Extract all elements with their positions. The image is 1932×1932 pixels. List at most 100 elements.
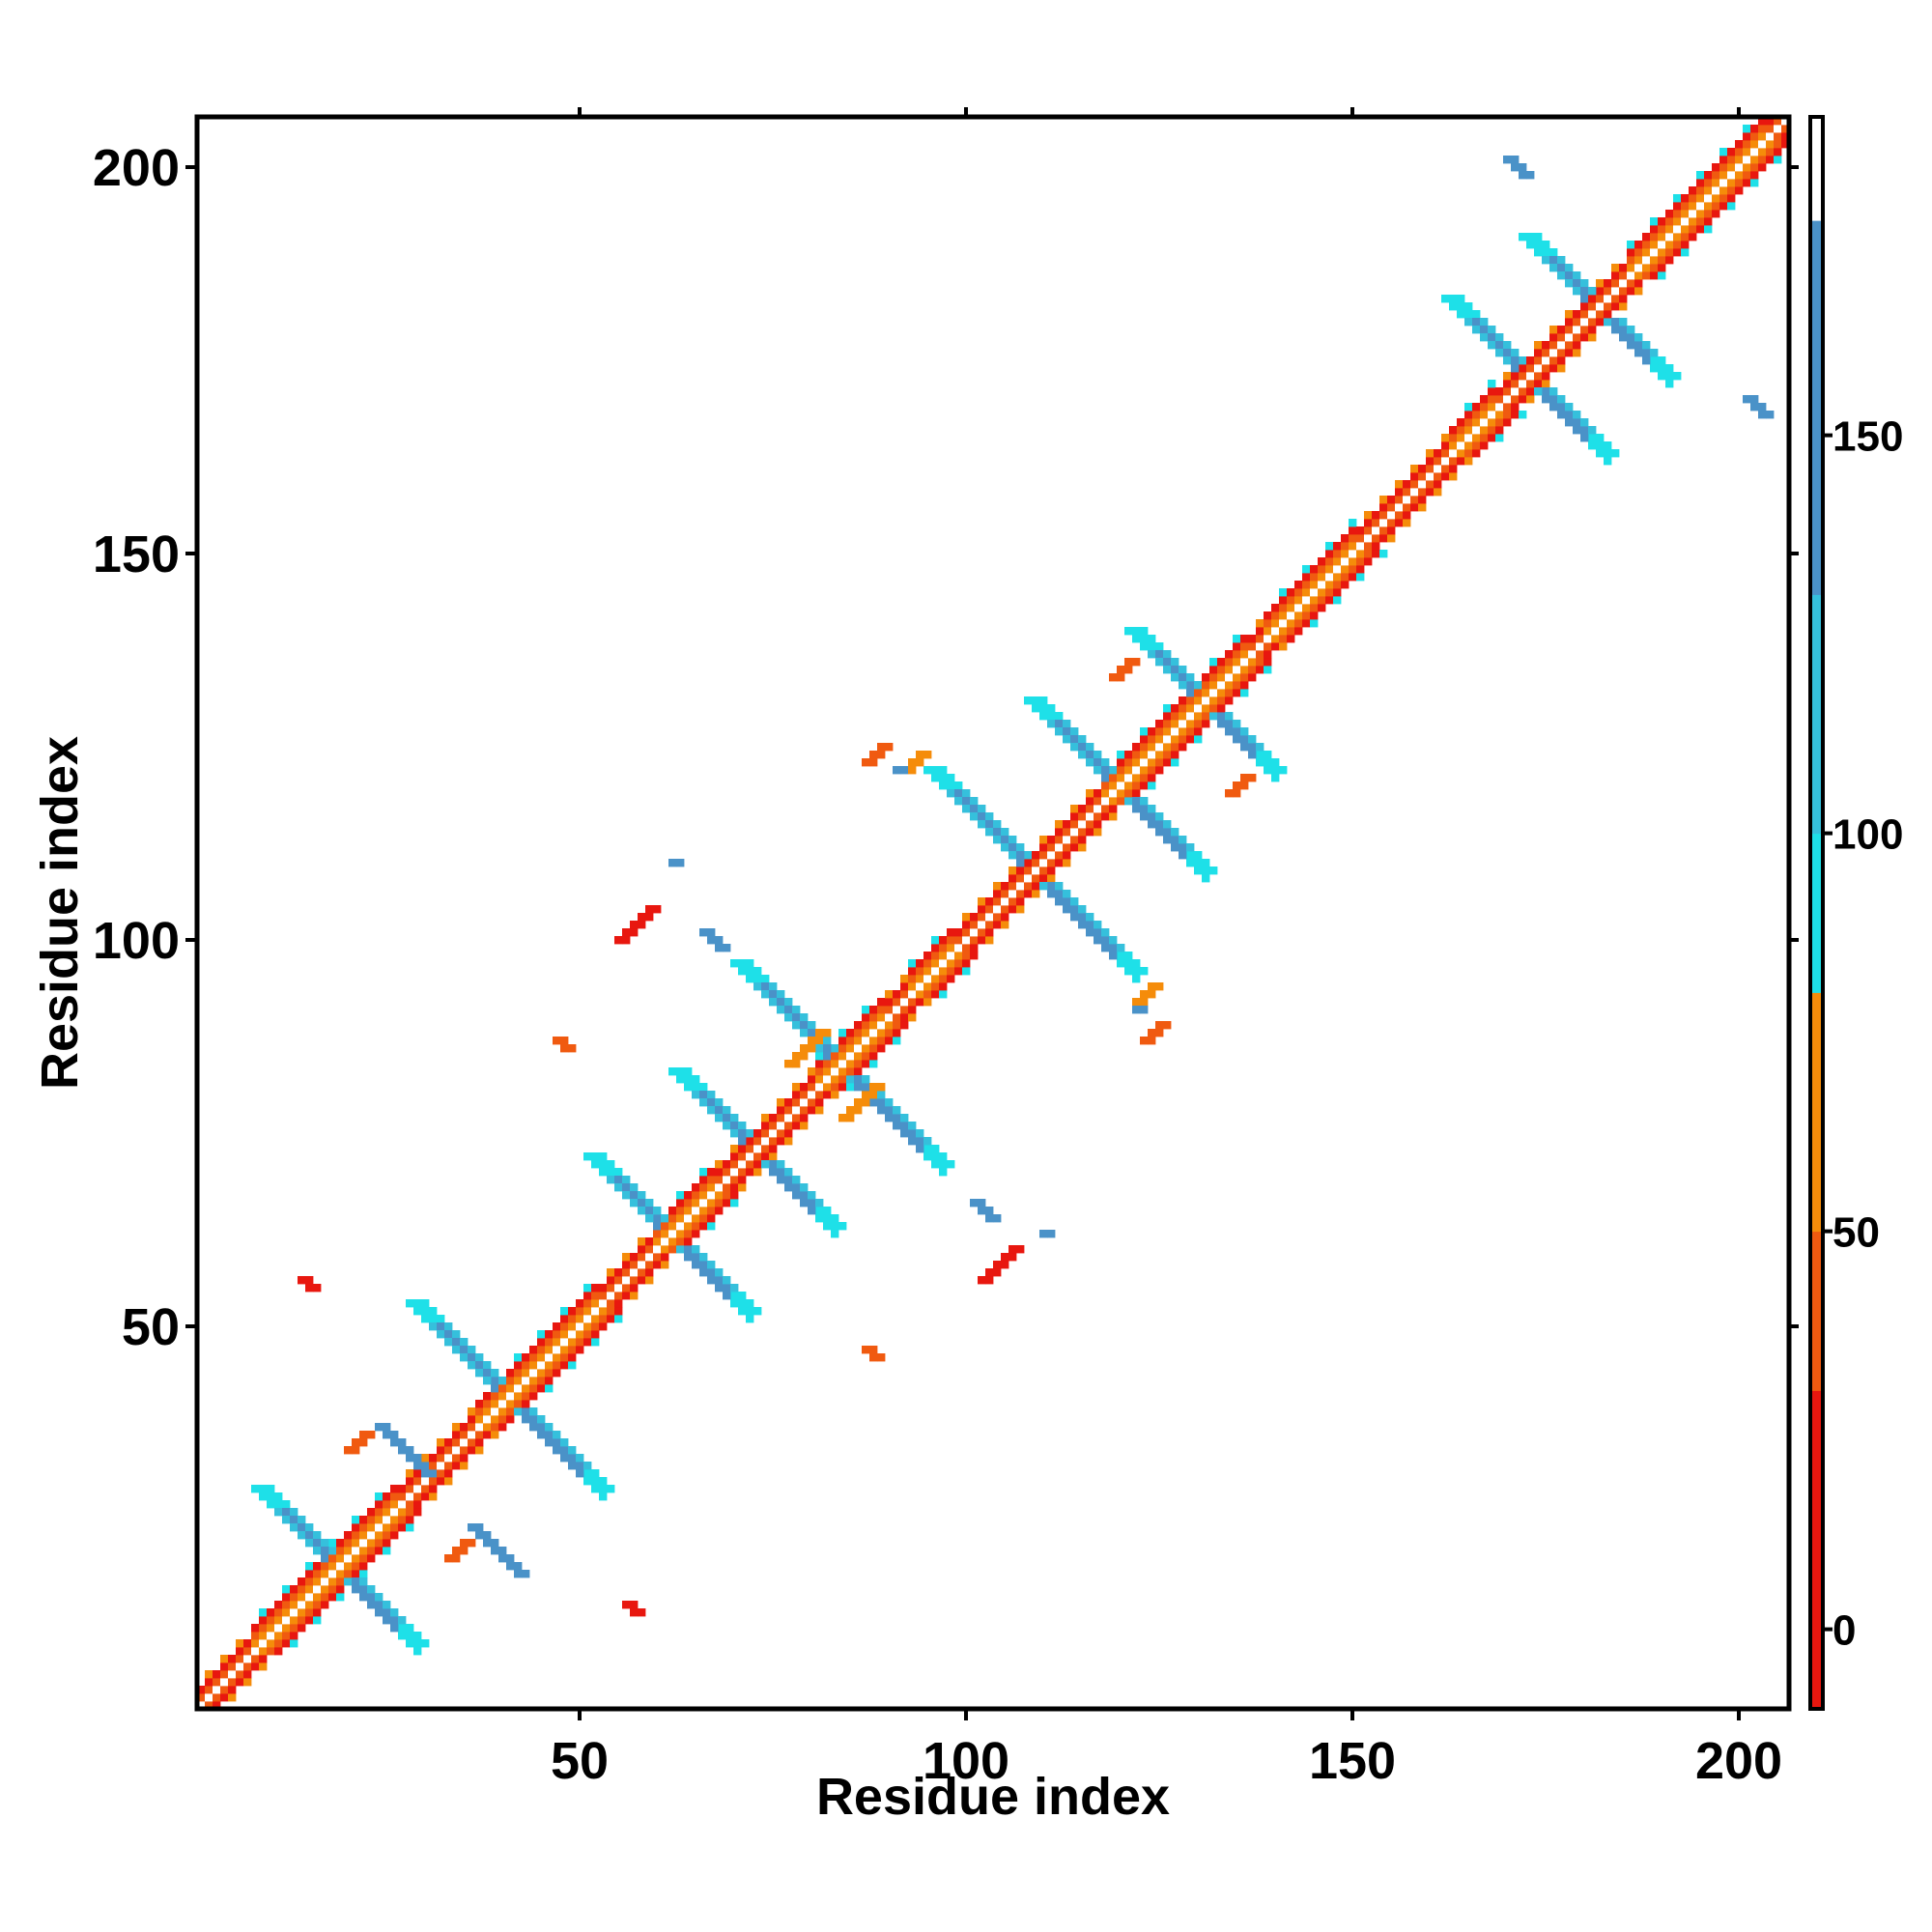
contact-cell bbox=[746, 967, 754, 976]
contact-cell bbox=[1596, 449, 1605, 458]
contact-cell bbox=[228, 1662, 237, 1671]
contact-cell bbox=[1426, 480, 1435, 489]
contact-cell bbox=[321, 1593, 329, 1602]
contact-cell bbox=[1534, 248, 1543, 257]
contact-cell bbox=[1364, 550, 1373, 558]
contact-cell bbox=[259, 1492, 268, 1501]
contact-cell bbox=[869, 1006, 878, 1014]
contact-cell bbox=[413, 1485, 422, 1493]
contact-cell bbox=[406, 1516, 414, 1524]
contact-cell bbox=[1596, 310, 1605, 319]
contact-cell bbox=[1410, 465, 1419, 473]
contact-cell bbox=[259, 1624, 268, 1633]
contact-cell bbox=[614, 1183, 623, 1192]
contact-cell bbox=[792, 1021, 801, 1030]
contact-cell bbox=[1480, 333, 1489, 342]
contact-cell bbox=[1287, 627, 1295, 636]
contact-cell bbox=[267, 1639, 275, 1648]
contact-cell bbox=[1588, 310, 1597, 319]
contact-cell bbox=[1086, 758, 1094, 767]
contact-cell bbox=[390, 1438, 399, 1447]
contact-cell bbox=[1611, 295, 1620, 303]
contact-cell bbox=[359, 1516, 368, 1524]
contact-cell bbox=[931, 936, 940, 945]
contact-cell bbox=[622, 1253, 631, 1262]
contact-cell bbox=[298, 1624, 306, 1633]
contact-cell bbox=[723, 1191, 731, 1200]
contact-cell bbox=[823, 1075, 832, 1084]
contact-cell bbox=[599, 1322, 608, 1331]
contact-cell bbox=[1094, 789, 1102, 798]
contact-cell bbox=[313, 1547, 322, 1555]
contact-cell bbox=[1395, 480, 1404, 489]
contact-cell bbox=[1032, 867, 1040, 875]
contact-cell bbox=[553, 1369, 561, 1378]
contact-cell bbox=[638, 1191, 646, 1200]
contact-cell bbox=[1101, 944, 1110, 952]
contact-cell bbox=[1009, 851, 1017, 860]
contact-cell bbox=[854, 1067, 863, 1076]
contact-cell bbox=[545, 1431, 554, 1439]
contact-cell bbox=[854, 1037, 863, 1045]
contact-cell bbox=[437, 1315, 445, 1323]
contact-cell bbox=[1163, 704, 1172, 713]
contact-cell bbox=[1542, 372, 1550, 381]
contact-cell bbox=[808, 1083, 816, 1092]
contact-cell bbox=[352, 1438, 360, 1447]
contact-cell bbox=[1434, 465, 1442, 473]
contact-cell bbox=[1078, 836, 1087, 844]
contact-cell bbox=[1349, 542, 1357, 551]
contact-cell bbox=[1294, 604, 1303, 612]
contact-cell bbox=[1186, 704, 1195, 713]
contact-cell bbox=[699, 1268, 708, 1277]
contact-cell bbox=[777, 998, 785, 1007]
contact-cell bbox=[290, 1624, 298, 1633]
contact-cell bbox=[1573, 341, 1581, 350]
contact-cell bbox=[213, 1701, 221, 1710]
contact-cell bbox=[298, 1523, 306, 1532]
contact-cell bbox=[1070, 905, 1079, 914]
contact-cell bbox=[715, 1191, 724, 1200]
contact-cell bbox=[1179, 666, 1187, 674]
contact-cell bbox=[1634, 333, 1643, 342]
contact-cell bbox=[607, 1299, 615, 1308]
contact-cell bbox=[599, 1160, 608, 1169]
contact-cell bbox=[460, 1338, 469, 1347]
contact-cell bbox=[808, 1021, 816, 1030]
contact-cell bbox=[1171, 828, 1179, 837]
contact-cell bbox=[336, 1562, 345, 1571]
contact-cell bbox=[692, 1245, 700, 1254]
contact-cell bbox=[1248, 673, 1257, 682]
contact-cell bbox=[1704, 194, 1713, 203]
contact-cell bbox=[1279, 627, 1288, 636]
contact-cell bbox=[653, 1245, 662, 1254]
contact-cell bbox=[1472, 403, 1481, 412]
contact-cell bbox=[808, 1106, 816, 1115]
contact-cell bbox=[398, 1500, 407, 1509]
contact-cell bbox=[622, 928, 631, 937]
contact-cell bbox=[1294, 627, 1303, 636]
contact-cell bbox=[367, 1585, 376, 1594]
contact-cell bbox=[1063, 720, 1071, 728]
contact-cell bbox=[1650, 225, 1659, 234]
contact-cell bbox=[213, 1686, 221, 1694]
contact-cell bbox=[676, 1230, 685, 1238]
contact-cell bbox=[1233, 720, 1241, 728]
contact-cell bbox=[529, 1361, 538, 1370]
contact-cell bbox=[607, 1307, 615, 1316]
contact-cell bbox=[1109, 789, 1118, 798]
contact-cell bbox=[792, 1052, 801, 1061]
contact-cell bbox=[1294, 596, 1303, 605]
contact-cell bbox=[537, 1369, 546, 1378]
contact-cell bbox=[1333, 542, 1342, 551]
contact-cell bbox=[985, 905, 994, 914]
contact-cell bbox=[614, 1168, 623, 1177]
contact-cell bbox=[545, 1361, 554, 1370]
contact-cell bbox=[421, 1639, 430, 1648]
contact-cell bbox=[1117, 673, 1125, 682]
contact-cell bbox=[699, 1168, 708, 1177]
contact-cell bbox=[931, 990, 940, 999]
contact-cell bbox=[1395, 519, 1404, 527]
contact-cell bbox=[429, 1469, 438, 1478]
contact-cell bbox=[769, 1145, 778, 1153]
